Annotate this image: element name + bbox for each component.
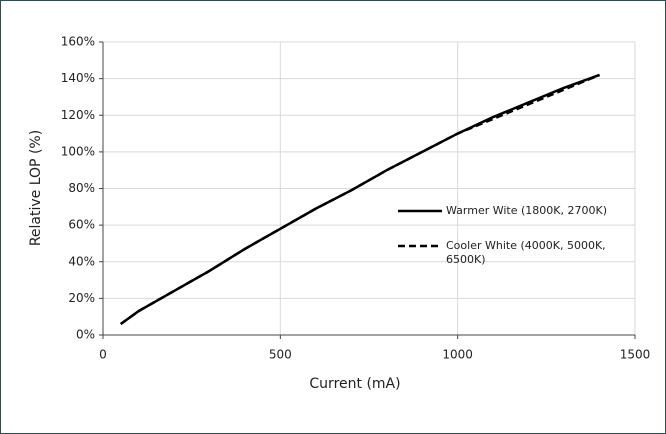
legend-label: Warmer Wite (1800K, 2700K) <box>446 204 608 217</box>
y-tick-label: 0% <box>76 328 95 342</box>
x-axis-title: Current (mA) <box>309 376 400 392</box>
line-series <box>120 73 601 326</box>
x-tick-label: 0 <box>99 348 107 362</box>
y-tick-label: 100% <box>61 144 95 158</box>
y-axis-title: Relative LOP (%) <box>28 130 44 246</box>
x-tick-label: 1000 <box>442 348 473 362</box>
y-tick-label: 160% <box>61 35 95 49</box>
y-tick-label: 60% <box>68 218 95 232</box>
y-tick-label: 40% <box>68 254 95 268</box>
y-tick-label: 80% <box>68 181 95 195</box>
legend-label: Cooler White (4000K, 5000K, 6500K) <box>446 239 606 266</box>
x-tick-label: 1500 <box>620 348 651 362</box>
y-tick-label: 120% <box>61 108 95 122</box>
x-tick-label: 500 <box>269 348 292 362</box>
y-tick-label: 20% <box>68 291 95 305</box>
y-tick-label: 140% <box>61 71 95 85</box>
